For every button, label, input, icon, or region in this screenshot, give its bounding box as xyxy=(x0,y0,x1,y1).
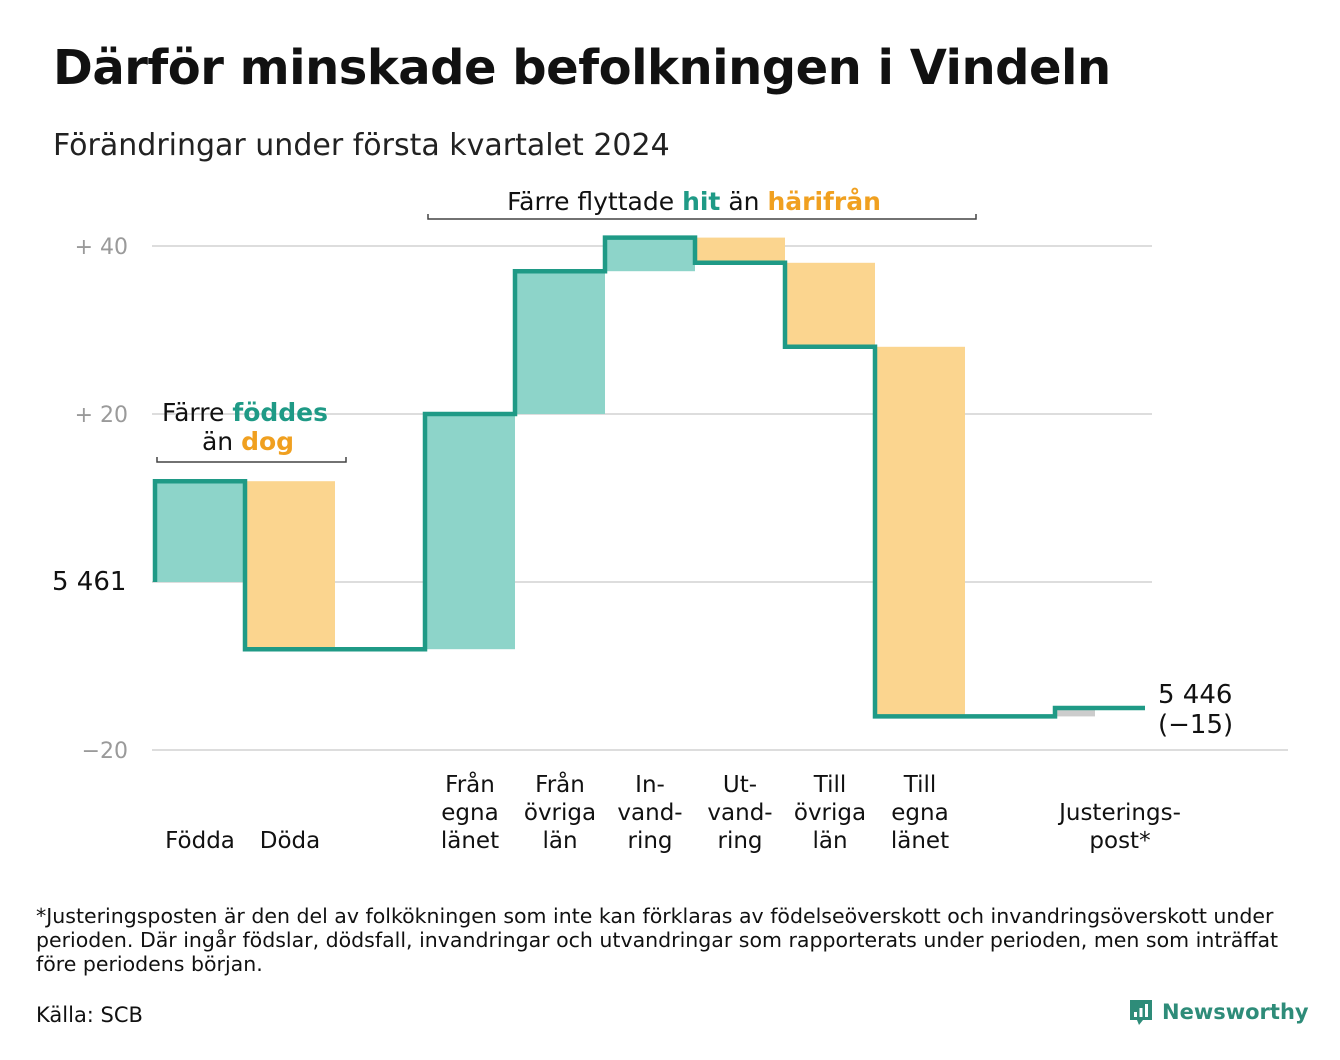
annotation-birth-line1-part-1: föddes xyxy=(232,398,328,427)
brand[interactable]: Newsworthy xyxy=(1128,998,1309,1026)
category-label-1-0: Döda xyxy=(260,828,320,854)
category-label-10-1: post* xyxy=(1089,828,1150,854)
y-tick-label-1: + 20 xyxy=(75,403,128,428)
y-tick-label-3: −20 xyxy=(82,739,128,764)
annotation-birth-line2-part-0: än xyxy=(202,427,241,456)
annotation-migration-part-1: hit xyxy=(682,187,720,216)
category-label-4-0: Från xyxy=(535,770,585,798)
annotation-birth-line2: än dog xyxy=(202,427,294,456)
category-label-8-2: länet xyxy=(891,828,949,854)
annotation-migration: Färre flyttade hit än härifrån xyxy=(507,187,881,216)
category-label-3-1: egna xyxy=(441,800,498,826)
y-tick-label-2: 5 461 xyxy=(52,567,126,597)
category-label-8-1: egna xyxy=(891,800,948,826)
category-label-4-2: län xyxy=(542,828,577,854)
chart-title: Därför minskade befolkningen i Vindeln xyxy=(53,40,1111,96)
annotation-birth-bracket xyxy=(156,457,347,463)
annotation-migration-part-3: härifrån xyxy=(767,187,880,216)
bar-7 xyxy=(785,262,875,347)
annotation-birth-line1: Färre föddes xyxy=(162,398,328,427)
newsworthy-logo-icon xyxy=(1130,1000,1152,1025)
brand-name: Newsworthy xyxy=(1162,1000,1309,1024)
annotation-birth-line2-part-1: dog xyxy=(241,427,294,456)
category-label-0-0: Födda xyxy=(165,828,235,854)
category-label-3-2: länet xyxy=(441,828,499,854)
bar-1 xyxy=(245,481,335,650)
bar-4 xyxy=(515,271,605,414)
category-label-5-0: In- xyxy=(635,772,665,798)
bar-0 xyxy=(155,481,245,582)
annotation-birth-line1-part-0: Färre xyxy=(162,398,232,427)
category-label-4-1: övriga xyxy=(524,800,596,826)
end-change-label: (−15) xyxy=(1158,710,1233,740)
bar-6 xyxy=(695,237,785,263)
category-label-7-1: övriga xyxy=(794,800,866,826)
end-value-label: 5 446 xyxy=(1158,680,1232,710)
bar-3 xyxy=(425,414,515,650)
bar-5 xyxy=(605,237,695,272)
footnote: *Justeringsposten är den del av folkökni… xyxy=(36,904,1279,976)
cumulative-step-line xyxy=(152,235,1145,719)
category-label-5-2: ring xyxy=(627,828,672,854)
source-label: Källa: SCB xyxy=(36,1003,143,1027)
category-label-10-0: Justerings- xyxy=(1057,800,1181,826)
category-label-5-1: vand- xyxy=(617,800,682,826)
annotation-migration-bracket xyxy=(427,214,977,220)
y-tick-label-0: + 40 xyxy=(75,235,128,260)
category-label-6-1: vand- xyxy=(707,800,772,826)
category-label-7-2: län xyxy=(812,828,847,854)
bar-8 xyxy=(875,346,965,717)
annotation-migration-part-0: Färre flyttade xyxy=(507,187,682,216)
category-label-7-0: Till xyxy=(813,772,847,798)
bar-10 xyxy=(1053,708,1095,717)
category-label-6-2: ring xyxy=(717,828,762,854)
annotation-migration-part-2: än xyxy=(720,187,767,216)
chart-subtitle: Förändringar under första kvartalet 2024 xyxy=(53,128,670,163)
category-label-8-0: Till xyxy=(903,772,937,798)
category-label-6-0: Ut- xyxy=(723,772,757,798)
category-label-3-0: Från xyxy=(445,770,495,798)
